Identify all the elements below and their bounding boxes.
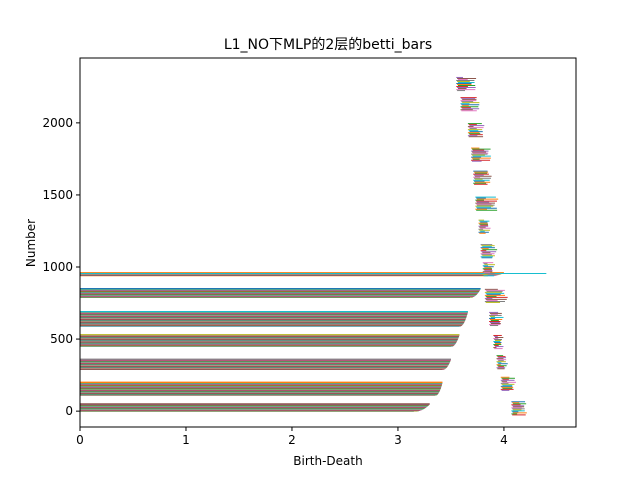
x-axis-label: Birth-Death — [293, 454, 362, 468]
y-tick-label: 0 — [65, 404, 73, 418]
y-tick-label: 500 — [50, 332, 73, 346]
x-ticks: 0 1 2 3 4 — [76, 427, 508, 447]
y-axis-label: Number — [24, 219, 38, 267]
plot-frame — [79, 57, 577, 428]
y-ticks: 0 500 1000 1500 2000 — [42, 116, 80, 418]
x-tick-label: 0 — [76, 433, 84, 447]
y-tick-label: 2000 — [42, 116, 73, 130]
x-tick-label: 2 — [288, 433, 296, 447]
bars-group — [80, 76, 547, 416]
y-tick-label: 1000 — [42, 260, 73, 274]
x-tick-label: 4 — [500, 433, 508, 447]
x-tick-label: 3 — [394, 433, 402, 447]
y-tick-label: 1500 — [42, 188, 73, 202]
x-tick-label: 1 — [182, 433, 190, 447]
chart-title: L1_NO下MLP的2层的betti_bars — [224, 37, 432, 53]
